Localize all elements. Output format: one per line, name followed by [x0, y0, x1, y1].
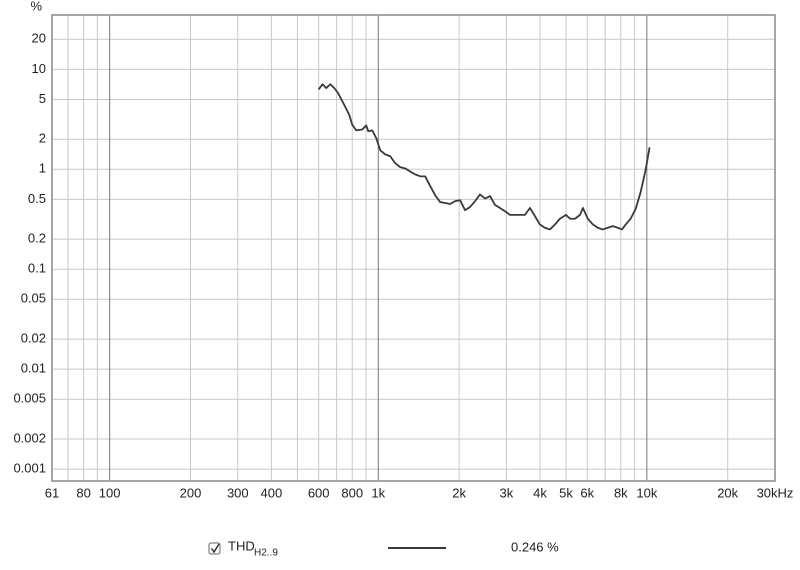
- x-tick-label: 6k: [580, 485, 594, 500]
- y-tick-label: 0.005: [13, 391, 46, 406]
- y-tick-label: 0.001: [13, 461, 46, 476]
- x-tick-label: 100: [99, 485, 121, 500]
- x-tick-label: 4k: [533, 485, 547, 500]
- x-tick-label: 80: [76, 485, 90, 500]
- plot-frame: [51, 14, 776, 482]
- x-tick-label: 10k: [636, 485, 657, 500]
- x-tick-label: 5k: [559, 485, 573, 500]
- y-tick-label: 2: [39, 131, 46, 146]
- x-tick-label: 300: [227, 485, 249, 500]
- checkmark: [210, 543, 220, 554]
- y-tick-label: 0.2: [28, 231, 46, 246]
- x-tick-label: 400: [261, 485, 283, 500]
- legend-readout: 0.246 %: [511, 539, 559, 554]
- x-tick-label: 20k: [717, 485, 738, 500]
- legend: THD H2..9 0.246 %: [208, 538, 559, 559]
- y-tick-label: 0.1: [28, 261, 46, 276]
- x-tick-label: 3k: [500, 485, 514, 500]
- y-axis-label: %: [30, 0, 42, 13]
- legend-name-subscript: H2..9: [254, 548, 278, 559]
- x-tick-label: 30kHz: [757, 485, 794, 500]
- y-tick-label: 20: [32, 31, 46, 46]
- x-tick-label: 8k: [614, 485, 628, 500]
- x-tick-label: 600: [308, 485, 330, 500]
- plot-frame: [51, 14, 776, 482]
- y-tick-label: 0.5: [28, 191, 46, 206]
- x-tick-label: 800: [341, 485, 363, 500]
- x-tick-label: 61: [45, 485, 59, 500]
- y-tick-label: 0.05: [21, 291, 46, 306]
- y-tick-label: 5: [39, 91, 46, 106]
- y-tick-label: 10: [32, 61, 46, 76]
- data-line: [317, 83, 651, 231]
- y-tick-label: 0.01: [21, 361, 46, 376]
- legend-name: THD: [228, 538, 255, 553]
- x-tick-label: 2k: [452, 485, 466, 500]
- y-tick-label: 0.002: [13, 430, 46, 445]
- x-tick-label: 200: [180, 485, 202, 500]
- x-tick-label: 1k: [371, 485, 385, 500]
- y-tick-label: 1: [39, 161, 46, 176]
- y-tick-label: 0.02: [21, 331, 46, 346]
